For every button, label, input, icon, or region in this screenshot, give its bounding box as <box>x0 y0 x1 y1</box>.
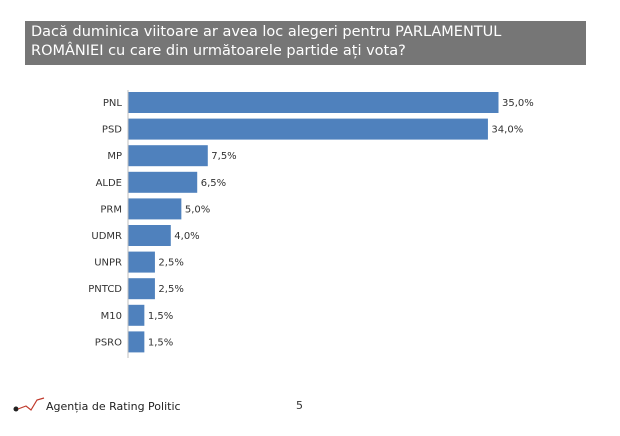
bar-psro <box>128 331 145 353</box>
category-label-mp: MP <box>107 151 122 162</box>
footer-brand: Agenția de Rating Politic <box>46 400 181 413</box>
value-label-psro: 1,5% <box>148 337 173 348</box>
bar-pnl <box>128 92 499 113</box>
category-label-pntcd: PNTCD <box>88 284 122 295</box>
category-label-psro: PSRO <box>95 337 122 348</box>
bar-unpr <box>128 251 155 273</box>
chart-title: Dacă duminica viitoare ar avea loc alege… <box>25 21 586 65</box>
category-label-psd: PSD <box>102 125 122 136</box>
category-label-prm: PRM <box>100 204 122 215</box>
logo-icon <box>13 397 45 412</box>
category-label-udmr: UDMR <box>91 231 122 242</box>
value-label-udmr: 4,0% <box>174 231 199 242</box>
bar-psd <box>128 118 488 140</box>
category-label-unpr: UNPR <box>94 258 122 269</box>
bar-prm <box>128 198 182 220</box>
value-label-m10: 1,5% <box>148 311 173 322</box>
category-label-m10: M10 <box>101 311 122 322</box>
value-label-prm: 5,0% <box>185 204 210 215</box>
bar-alde <box>128 171 198 193</box>
bar-udmr <box>128 225 171 246</box>
value-label-psd: 34,0% <box>491 125 523 136</box>
value-label-pnl: 35,0% <box>502 98 534 109</box>
bar-pntcd <box>128 278 155 300</box>
bar-mp <box>128 145 208 167</box>
bar-m10 <box>128 304 145 326</box>
value-label-unpr: 2,5% <box>158 258 183 269</box>
chart-title-line-1: Dacă duminica viitoare ar avea loc alege… <box>31 24 502 40</box>
value-label-pntcd: 2,5% <box>158 284 183 295</box>
value-label-alde: 6,5% <box>201 178 226 189</box>
category-label-alde: ALDE <box>96 178 122 189</box>
category-label-pnl: PNL <box>103 98 123 109</box>
page-number: 5 <box>296 399 303 412</box>
value-label-mp: 7,5% <box>211 151 236 162</box>
chart-title-line-2: ROMÂNIEI cu care din următoarele partide… <box>31 43 406 59</box>
